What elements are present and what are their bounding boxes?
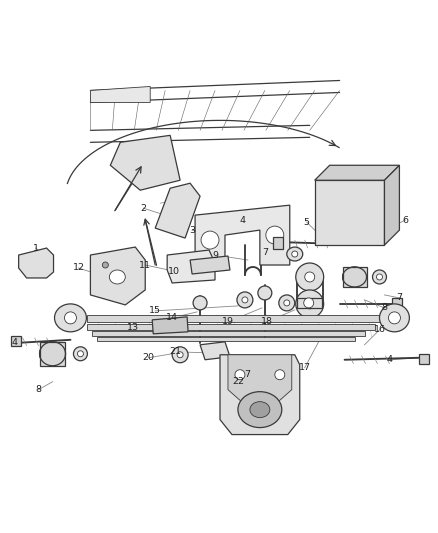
Ellipse shape xyxy=(266,226,284,244)
Text: 4: 4 xyxy=(240,216,246,224)
Text: 7: 7 xyxy=(396,294,403,302)
Polygon shape xyxy=(167,250,215,283)
Ellipse shape xyxy=(238,392,282,427)
Text: 22: 22 xyxy=(232,377,244,386)
Ellipse shape xyxy=(110,270,125,284)
Ellipse shape xyxy=(292,251,298,257)
Text: 7: 7 xyxy=(244,370,250,379)
Text: 13: 13 xyxy=(127,324,139,333)
Text: 15: 15 xyxy=(149,306,161,316)
Ellipse shape xyxy=(172,347,188,363)
Polygon shape xyxy=(314,180,385,245)
Text: 8: 8 xyxy=(381,303,388,312)
Polygon shape xyxy=(19,248,53,278)
Ellipse shape xyxy=(64,312,77,324)
Text: 4: 4 xyxy=(386,356,392,364)
Text: 1: 1 xyxy=(32,244,39,253)
Text: 10: 10 xyxy=(168,268,180,277)
Ellipse shape xyxy=(350,272,360,282)
Text: 5: 5 xyxy=(304,217,310,227)
Text: 7: 7 xyxy=(262,247,268,256)
Ellipse shape xyxy=(78,351,83,357)
Text: 3: 3 xyxy=(189,225,195,235)
Ellipse shape xyxy=(296,290,324,318)
Ellipse shape xyxy=(389,312,400,324)
Ellipse shape xyxy=(279,295,295,311)
Text: 20: 20 xyxy=(142,353,154,362)
Ellipse shape xyxy=(193,296,207,310)
Bar xyxy=(39,342,66,366)
Bar xyxy=(297,298,321,308)
Text: 9: 9 xyxy=(212,251,218,260)
Text: 8: 8 xyxy=(35,385,42,394)
Polygon shape xyxy=(228,355,292,405)
Bar xyxy=(92,331,364,336)
Bar xyxy=(88,324,374,330)
Ellipse shape xyxy=(287,247,303,261)
Ellipse shape xyxy=(258,286,272,300)
Text: 21: 21 xyxy=(169,348,181,356)
Ellipse shape xyxy=(242,297,248,303)
Text: 17: 17 xyxy=(299,363,311,372)
Text: 4: 4 xyxy=(12,338,18,348)
Bar xyxy=(97,337,355,341)
Ellipse shape xyxy=(275,370,285,379)
Bar xyxy=(11,336,21,346)
Ellipse shape xyxy=(305,272,314,282)
Polygon shape xyxy=(152,317,188,334)
Polygon shape xyxy=(314,165,399,180)
Text: 14: 14 xyxy=(166,313,178,322)
Polygon shape xyxy=(155,183,200,238)
Ellipse shape xyxy=(235,370,245,379)
Text: 16: 16 xyxy=(374,325,385,334)
Polygon shape xyxy=(90,86,150,102)
Ellipse shape xyxy=(201,231,219,249)
Text: 12: 12 xyxy=(72,263,85,272)
Ellipse shape xyxy=(305,299,314,309)
Ellipse shape xyxy=(48,349,57,359)
Polygon shape xyxy=(220,355,300,434)
Ellipse shape xyxy=(74,347,88,361)
Bar xyxy=(419,354,429,364)
Polygon shape xyxy=(195,205,290,270)
Ellipse shape xyxy=(237,292,253,308)
Ellipse shape xyxy=(54,304,86,332)
Ellipse shape xyxy=(377,274,382,280)
Text: 18: 18 xyxy=(261,317,273,326)
Ellipse shape xyxy=(304,298,314,308)
Ellipse shape xyxy=(372,270,386,284)
Ellipse shape xyxy=(296,263,324,291)
Ellipse shape xyxy=(102,262,108,268)
Text: 19: 19 xyxy=(222,317,234,326)
Text: 11: 11 xyxy=(139,261,151,270)
Ellipse shape xyxy=(39,342,66,366)
Ellipse shape xyxy=(250,402,270,417)
Bar xyxy=(88,315,389,322)
Bar xyxy=(273,237,283,249)
Bar xyxy=(343,267,367,287)
Bar xyxy=(392,298,403,310)
Polygon shape xyxy=(90,247,145,305)
Polygon shape xyxy=(190,256,230,274)
Text: 2: 2 xyxy=(140,204,146,213)
Ellipse shape xyxy=(343,267,367,287)
Ellipse shape xyxy=(177,352,183,358)
Polygon shape xyxy=(110,135,180,190)
Polygon shape xyxy=(200,342,230,360)
Ellipse shape xyxy=(379,304,410,332)
Ellipse shape xyxy=(284,300,290,306)
Polygon shape xyxy=(385,165,399,245)
Text: 6: 6 xyxy=(403,216,408,224)
